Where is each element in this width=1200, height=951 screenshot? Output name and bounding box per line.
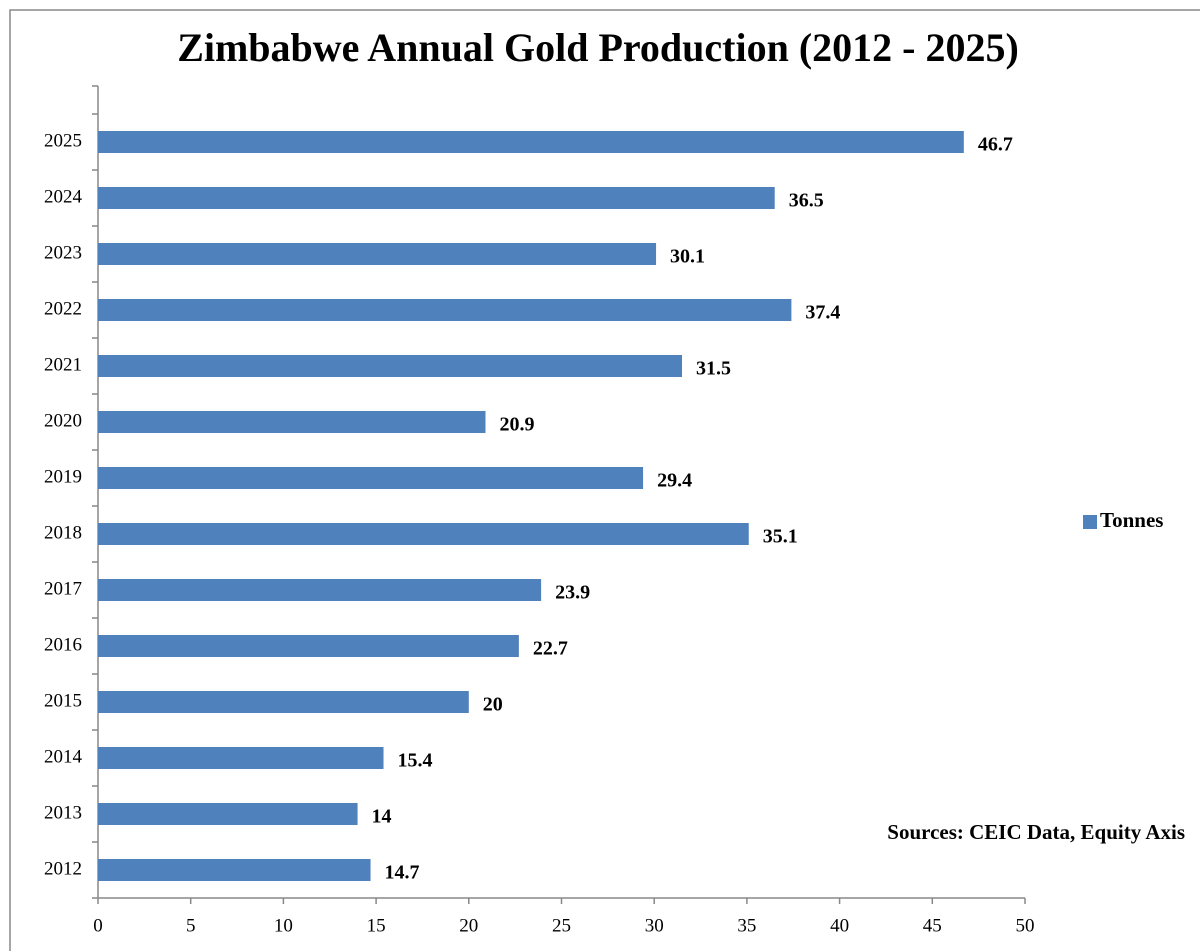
x-tick-label: 5 xyxy=(186,915,196,936)
data-label: 37.4 xyxy=(805,302,840,324)
x-tick-label: 25 xyxy=(552,915,571,936)
data-label: 31.5 xyxy=(696,358,731,380)
bar xyxy=(98,859,371,881)
y-tick-label: 2017 xyxy=(44,578,82,599)
y-tick-label: 2025 xyxy=(44,130,82,151)
y-tick-label: 2024 xyxy=(44,186,83,207)
legend-swatch xyxy=(1083,515,1097,529)
y-tick-label: 2012 xyxy=(44,858,82,879)
legend-label: Tonnes xyxy=(1100,508,1163,532)
x-tick-label: 35 xyxy=(737,915,756,936)
y-tick-label: 2016 xyxy=(44,634,82,655)
data-label: 15.4 xyxy=(398,750,433,772)
y-tick-label: 2015 xyxy=(44,690,82,711)
bar xyxy=(98,355,683,377)
x-tick-label: 40 xyxy=(830,915,849,936)
x-tick-label: 20 xyxy=(459,915,478,936)
data-label: 35.1 xyxy=(763,526,798,548)
data-label: 14.7 xyxy=(385,862,420,884)
data-label: 46.7 xyxy=(978,134,1013,156)
y-tick-label: 2014 xyxy=(44,746,83,767)
y-tick-label: 2013 xyxy=(44,802,82,823)
data-label: 22.7 xyxy=(533,638,568,660)
bar xyxy=(98,747,384,769)
annotation: Sources: CEIC Data, Equity Axis xyxy=(887,820,1185,844)
x-tick-label: 45 xyxy=(923,915,942,936)
y-tick-label: 2023 xyxy=(44,242,82,263)
x-tick-label: 10 xyxy=(274,915,293,936)
y-tick-label: 2018 xyxy=(44,522,82,543)
x-tick-label: 15 xyxy=(367,915,386,936)
bar xyxy=(98,411,486,433)
y-tick-label: 2021 xyxy=(44,354,82,375)
data-label: 20.9 xyxy=(499,414,534,436)
chart-title: Zimbabwe Annual Gold Production (2012 - … xyxy=(177,25,1019,70)
bar xyxy=(98,635,519,657)
y-tick-label: 2020 xyxy=(44,410,82,431)
x-tick-label: 50 xyxy=(1016,915,1035,936)
bar xyxy=(98,243,657,265)
data-label: 29.4 xyxy=(657,470,692,492)
bar xyxy=(98,131,964,153)
bar xyxy=(98,299,792,321)
bar xyxy=(98,523,749,545)
x-tick-label: 30 xyxy=(645,915,664,936)
bar xyxy=(98,691,469,713)
y-tick-label: 2019 xyxy=(44,466,82,487)
bar xyxy=(98,467,644,489)
x-tick-label: 0 xyxy=(93,915,103,936)
y-tick-label: 2022 xyxy=(44,298,82,319)
data-label: 23.9 xyxy=(555,582,590,604)
bar xyxy=(98,187,775,209)
bar xyxy=(98,803,358,825)
data-label: 36.5 xyxy=(789,190,824,212)
data-label: 14 xyxy=(372,806,392,828)
data-label: 30.1 xyxy=(670,246,705,268)
data-label: 20 xyxy=(483,694,503,716)
bar xyxy=(98,579,542,601)
